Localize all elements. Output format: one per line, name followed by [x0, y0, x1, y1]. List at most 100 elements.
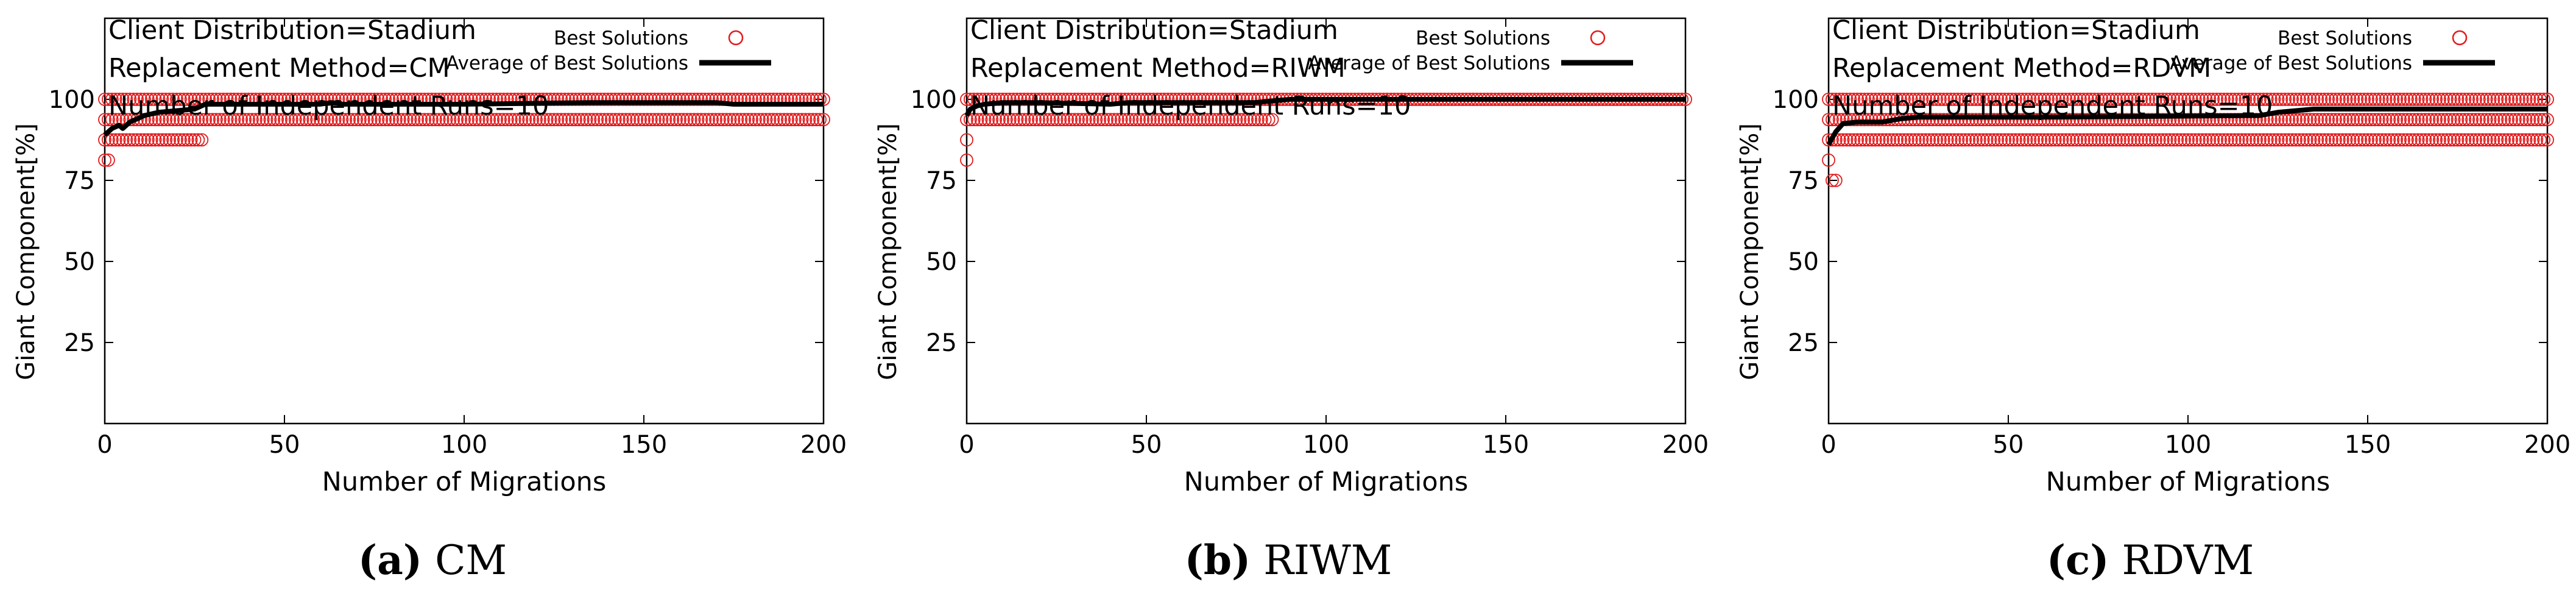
best-solution-point — [755, 113, 769, 127]
best-solution-point — [2418, 113, 2432, 127]
best-solution-point — [1947, 133, 1961, 147]
x-tick-label: 0 — [97, 431, 112, 459]
best-solution-point — [2451, 113, 2465, 127]
best-solution-point — [2052, 133, 2066, 147]
best-solution-point — [2184, 113, 2198, 127]
best-solution-point — [195, 113, 209, 127]
best-solution-point — [2002, 93, 2015, 106]
best-solution-point — [619, 113, 633, 127]
best-solution-point — [713, 93, 726, 106]
best-solution-point — [443, 113, 457, 127]
best-solution-point — [2393, 133, 2407, 147]
best-solution-point — [2091, 133, 2105, 147]
best-solution-point — [314, 113, 327, 127]
best-solution-point — [572, 113, 586, 127]
best-solution-point — [2163, 113, 2177, 127]
best-solution-point — [1140, 113, 1153, 127]
best-solution-point — [209, 113, 223, 127]
best-solution-point — [2436, 133, 2450, 147]
best-solution-point — [2156, 133, 2170, 147]
annotation-independent-runs: Number of Independent Runs=10 — [108, 91, 549, 121]
best-solution-point — [992, 93, 1006, 106]
best-solution-point — [2292, 93, 2306, 106]
best-solution-point — [702, 93, 716, 106]
best-solution-point — [1955, 133, 1969, 147]
best-solution-point — [2127, 93, 2141, 106]
best-solution-point — [2106, 113, 2120, 127]
best-solution-point — [651, 93, 665, 106]
best-solution-point — [1172, 93, 1185, 106]
best-solution-point — [1936, 93, 1950, 106]
best-solution-point — [1179, 113, 1193, 127]
best-solution-point — [2267, 133, 2281, 147]
best-solution-point — [2184, 133, 2198, 147]
best-solution-point — [2350, 93, 2364, 106]
best-solution-point — [2214, 93, 2228, 106]
best-solution-point — [741, 113, 755, 127]
best-solution-point — [2501, 133, 2515, 147]
best-solution-point — [2390, 93, 2404, 106]
best-solution-point — [1161, 113, 1175, 127]
best-solution-point — [612, 113, 626, 127]
best-solution-point — [2505, 113, 2518, 127]
best-solution-point — [400, 113, 414, 127]
average-best-solutions-line — [964, 97, 1685, 117]
best-solution-point — [2008, 133, 2022, 147]
best-solution-point — [2112, 113, 2126, 127]
best-solution-point — [2390, 133, 2404, 147]
best-solution-point — [1014, 93, 1028, 106]
best-solution-point — [166, 113, 180, 127]
best-solution-point — [2163, 93, 2177, 106]
best-solution-point — [1114, 113, 1128, 127]
best-solution-point — [1894, 133, 1907, 147]
best-solution-point — [2335, 133, 2349, 147]
best-solution-point — [2192, 133, 2206, 147]
best-solution-point — [386, 113, 399, 127]
best-solution-point — [270, 113, 284, 127]
best-solution-point — [2343, 133, 2357, 147]
best-solution-point — [1204, 93, 1218, 106]
best-solution-point — [2070, 113, 2084, 127]
best-solution-point — [130, 93, 144, 106]
best-solution-point — [1865, 133, 1879, 147]
best-solution-point — [1987, 93, 2001, 106]
best-solution-point — [2501, 113, 2515, 127]
best-solution-point — [2497, 133, 2511, 147]
y-axis-label: Giant Component[%] — [1736, 123, 1764, 380]
best-solution-point — [1897, 93, 1911, 106]
best-solution-point — [1843, 133, 1857, 147]
best-solution-point — [2400, 113, 2414, 127]
best-solution-point — [2059, 133, 2073, 147]
best-solution-point — [224, 113, 238, 127]
best-solution-point — [1843, 93, 1857, 106]
best-solution-point — [734, 113, 748, 127]
best-solution-point — [134, 133, 147, 147]
best-solution-point — [2407, 133, 2421, 147]
best-solution-point — [2131, 93, 2145, 106]
best-solution-point — [493, 113, 507, 127]
best-solution-point — [2325, 113, 2338, 127]
best-solution-point — [1172, 113, 1185, 127]
best-solution-point — [2310, 133, 2324, 147]
best-solution-point — [1021, 113, 1035, 127]
best-solution-point — [2220, 133, 2234, 147]
best-solution-point — [598, 113, 611, 127]
best-solution-point — [558, 113, 572, 127]
best-solution-point — [1915, 133, 1929, 147]
best-solution-point — [2479, 93, 2493, 106]
best-solution-point — [788, 113, 802, 127]
best-solution-point — [1000, 113, 1013, 127]
best-solution-point — [2178, 133, 2192, 147]
best-solution-point — [1039, 113, 1053, 127]
best-solution-point — [655, 113, 669, 127]
best-solution-point — [795, 113, 809, 127]
best-solution-point — [641, 113, 654, 127]
best-solution-point — [188, 113, 202, 127]
best-solution-point — [2163, 133, 2177, 147]
best-solution-point — [554, 113, 568, 127]
best-solution-point — [1947, 93, 1961, 106]
caption-c: (c) RDVM — [2047, 536, 2254, 584]
best-solution-point — [2422, 93, 2436, 106]
best-solution-point — [1032, 93, 1045, 106]
best-solution-point — [2123, 93, 2137, 106]
